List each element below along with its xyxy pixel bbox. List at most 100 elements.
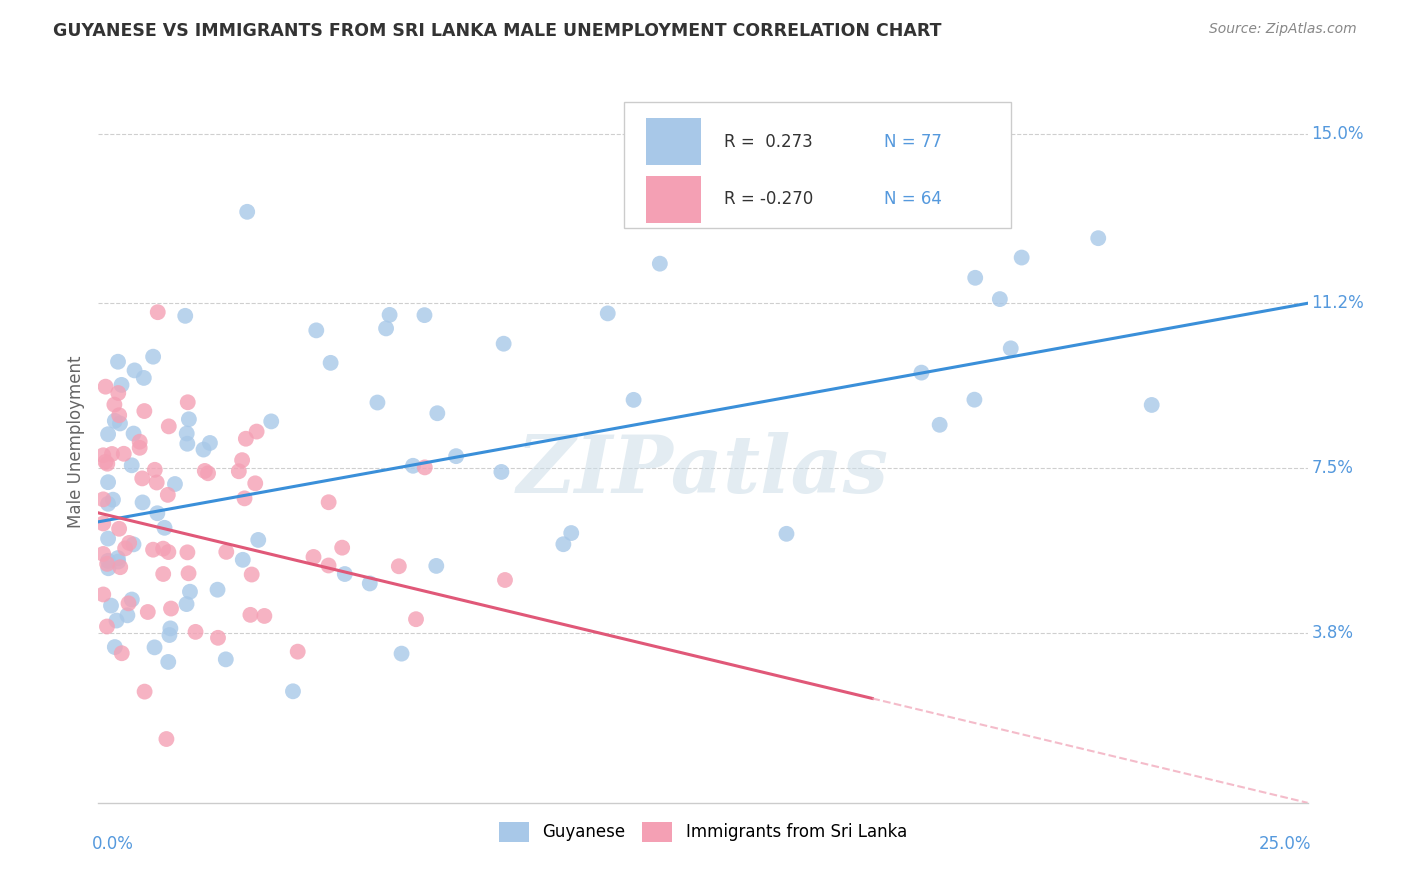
Point [260, 414, 283, 428]
Point [117, 596, 139, 610]
Point [287, 645, 309, 659]
Point [111, 646, 134, 660]
Point [159, 621, 181, 635]
Point [132, 371, 155, 385]
Point [97, 475, 120, 490]
Point [108, 522, 131, 536]
Point [426, 406, 449, 420]
Point [235, 432, 257, 446]
Point [124, 363, 146, 377]
Point [318, 558, 340, 573]
Point [91, 492, 114, 507]
Point [553, 537, 575, 551]
Text: N = 64: N = 64 [884, 191, 942, 209]
Point [97, 497, 120, 511]
Text: 0.0%: 0.0% [93, 835, 134, 854]
Point [107, 386, 129, 401]
Point [145, 475, 167, 490]
Point [413, 460, 436, 475]
Point [91, 516, 114, 531]
Point [988, 292, 1011, 306]
Point [176, 436, 198, 450]
Text: 7.5%: 7.5% [1312, 459, 1353, 477]
Point [163, 477, 186, 491]
Y-axis label: Male Unemployment: Male Unemployment [66, 355, 84, 528]
Point [108, 417, 131, 431]
Point [402, 458, 425, 473]
Point [1011, 251, 1033, 265]
Point [405, 612, 427, 626]
Text: N = 77: N = 77 [884, 133, 942, 151]
Point [108, 409, 131, 423]
Point [302, 549, 325, 564]
Point [91, 587, 114, 601]
Point [910, 366, 932, 380]
Point [177, 566, 200, 581]
Point [197, 467, 219, 481]
Point [105, 614, 128, 628]
Point [648, 257, 671, 271]
Point [104, 414, 127, 428]
Point [491, 465, 513, 479]
Point [775, 526, 797, 541]
Point [97, 532, 120, 546]
Point [194, 464, 217, 478]
Point [305, 323, 328, 337]
Point [152, 541, 174, 556]
Point [112, 447, 135, 461]
Point [146, 305, 169, 319]
Text: 25.0%: 25.0% [1258, 835, 1312, 854]
Point [110, 377, 132, 392]
Point [107, 555, 129, 569]
Point [134, 684, 156, 698]
Text: R = -0.270: R = -0.270 [724, 191, 813, 209]
Point [107, 355, 129, 369]
Point [104, 640, 127, 654]
Point [118, 536, 141, 550]
Point [963, 392, 986, 407]
Text: 3.8%: 3.8% [1312, 624, 1353, 642]
Point [94, 455, 117, 469]
Point [143, 463, 166, 477]
Point [101, 492, 124, 507]
Point [176, 426, 198, 441]
Point [122, 537, 145, 551]
Bar [647, 176, 700, 223]
Point [142, 350, 165, 364]
Point [207, 631, 229, 645]
Point [444, 449, 467, 463]
Point [494, 573, 516, 587]
Point [117, 608, 139, 623]
Point [110, 560, 132, 574]
Point [121, 458, 143, 473]
Point [91, 448, 114, 462]
FancyBboxPatch shape [624, 102, 1011, 228]
Point [155, 732, 177, 747]
Point [142, 542, 165, 557]
Point [425, 558, 447, 573]
Text: 11.2%: 11.2% [1312, 294, 1364, 312]
Point [1087, 231, 1109, 245]
Point [198, 436, 221, 450]
Point [184, 624, 207, 639]
Point [281, 684, 304, 698]
Point [128, 441, 150, 455]
Point [160, 601, 183, 615]
Point [366, 395, 388, 409]
Text: 15.0%: 15.0% [1312, 125, 1364, 143]
Point [122, 426, 145, 441]
Point [333, 567, 356, 582]
Point [236, 204, 259, 219]
Point [131, 471, 153, 485]
Point [103, 398, 125, 412]
Point [174, 309, 197, 323]
Point [388, 559, 411, 574]
Point [232, 553, 254, 567]
Point [153, 521, 176, 535]
Point [97, 554, 120, 568]
Point [492, 336, 515, 351]
Point [97, 561, 120, 575]
Point [121, 592, 143, 607]
Point [245, 476, 267, 491]
Point [176, 545, 198, 559]
